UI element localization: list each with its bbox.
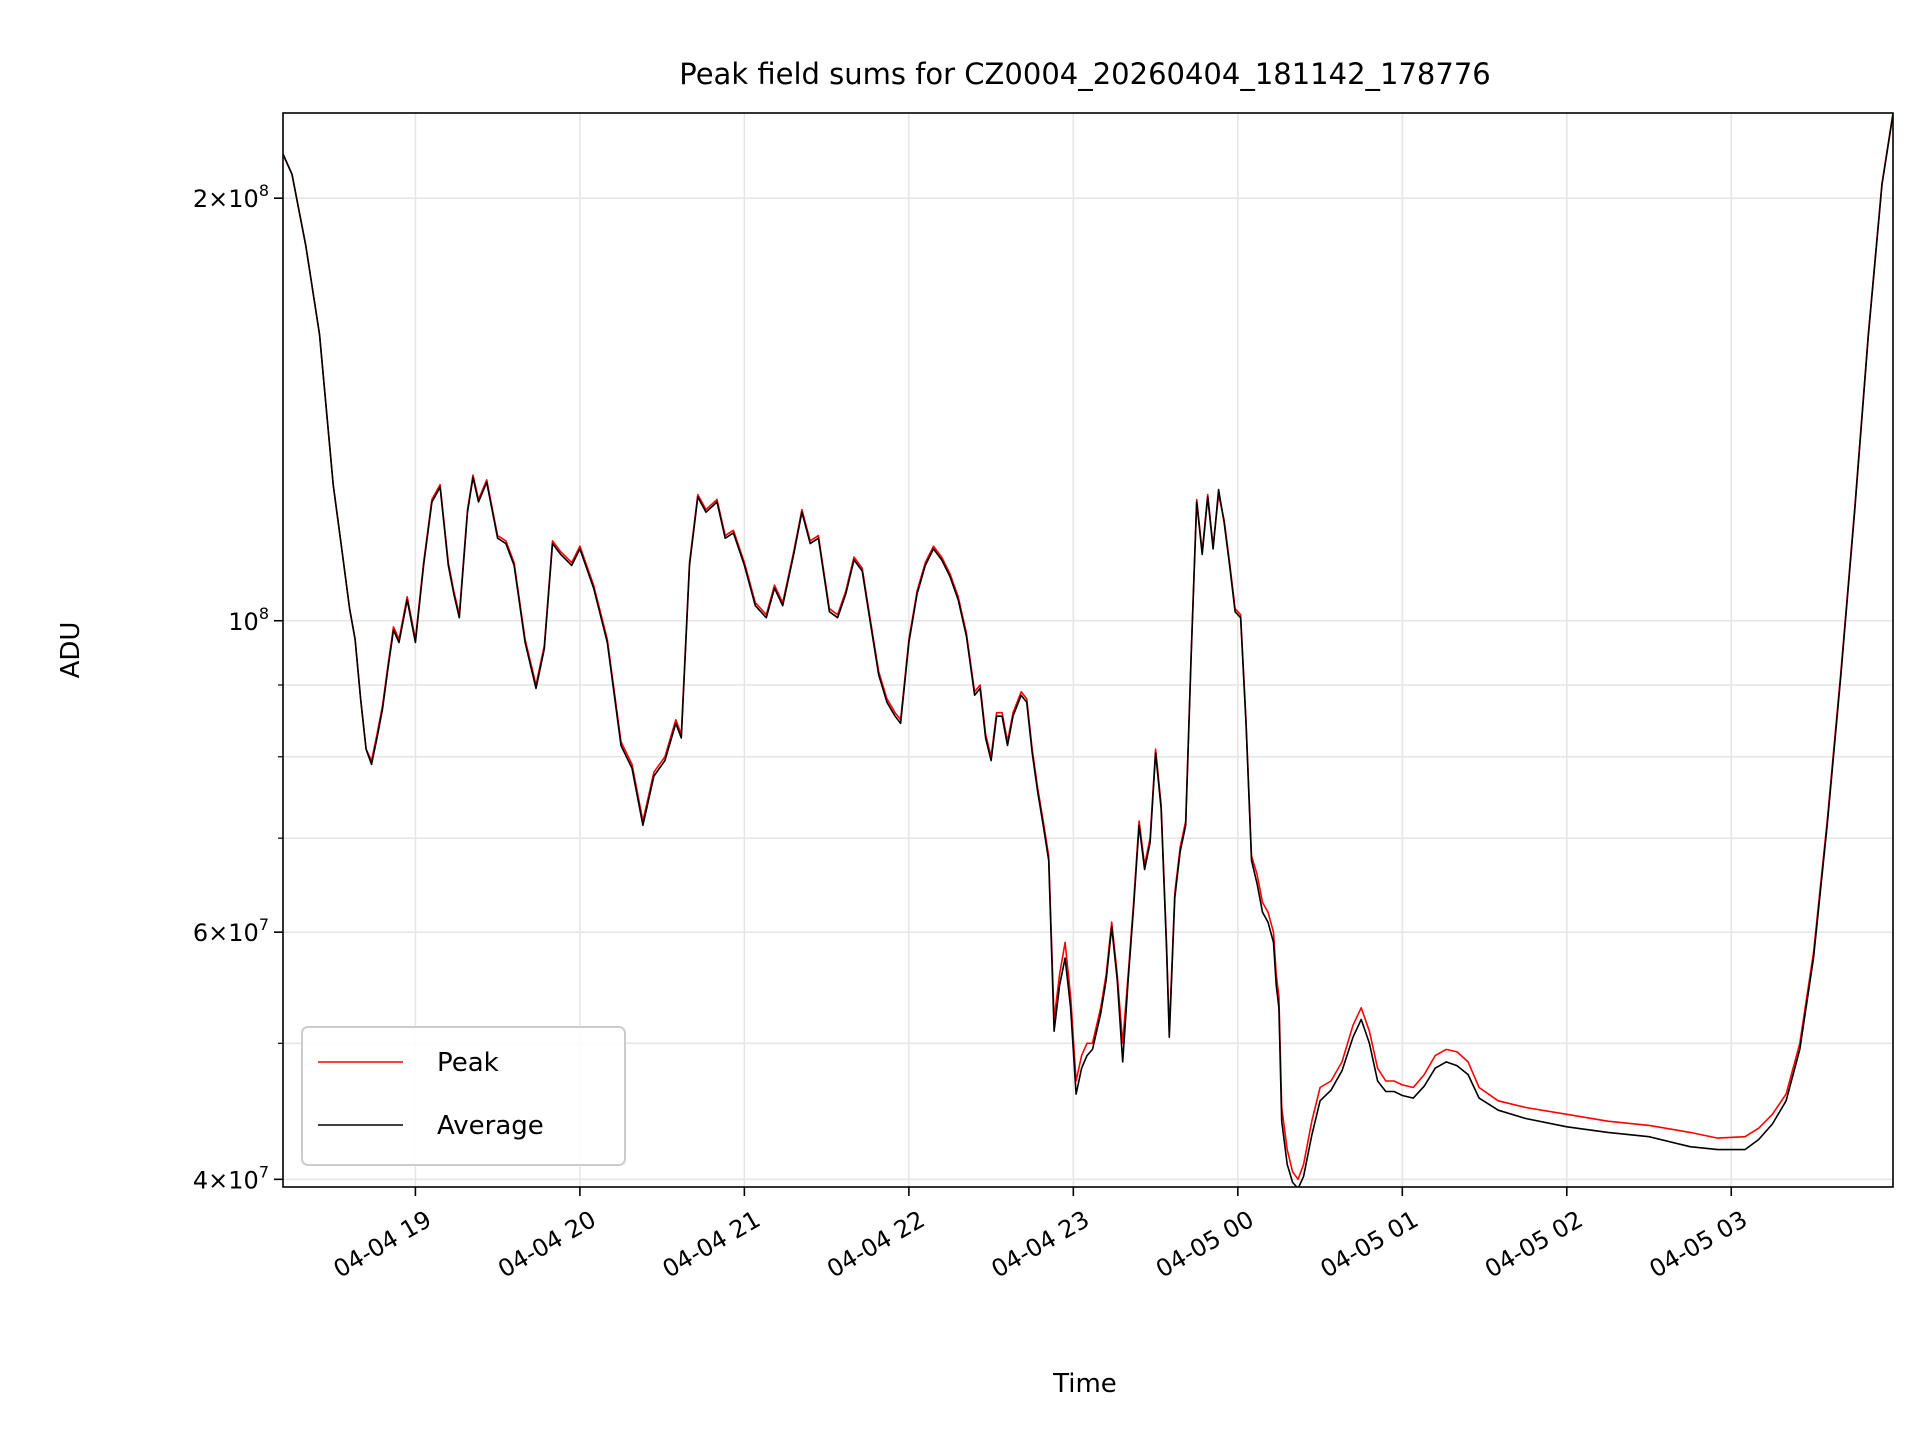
grid-lines	[283, 113, 1893, 1187]
y-tick-label: 2×108	[193, 181, 269, 213]
legend-label-average: Average	[437, 1111, 544, 1141]
x-axis-label: Time	[1052, 1369, 1117, 1399]
series-layer	[283, 113, 1893, 1187]
y-axis-ticks: 4×107 6×107 108 2×108	[193, 181, 283, 1194]
y-tick-label: 4×107	[193, 1162, 269, 1194]
y-tick-label: 6×107	[193, 915, 269, 947]
series-line-average	[283, 114, 1893, 1187]
y-axis-label: ADU	[56, 622, 86, 679]
plot-frame	[282, 112, 1894, 1188]
y-tick-label: 108	[228, 604, 269, 636]
legend-label-peak: Peak	[437, 1048, 499, 1078]
legend: Peak Average	[301, 1026, 626, 1166]
chart-title: Peak field sums for CZ0004_20260404_1811…	[679, 57, 1490, 91]
series-line-peak	[283, 113, 1893, 1181]
